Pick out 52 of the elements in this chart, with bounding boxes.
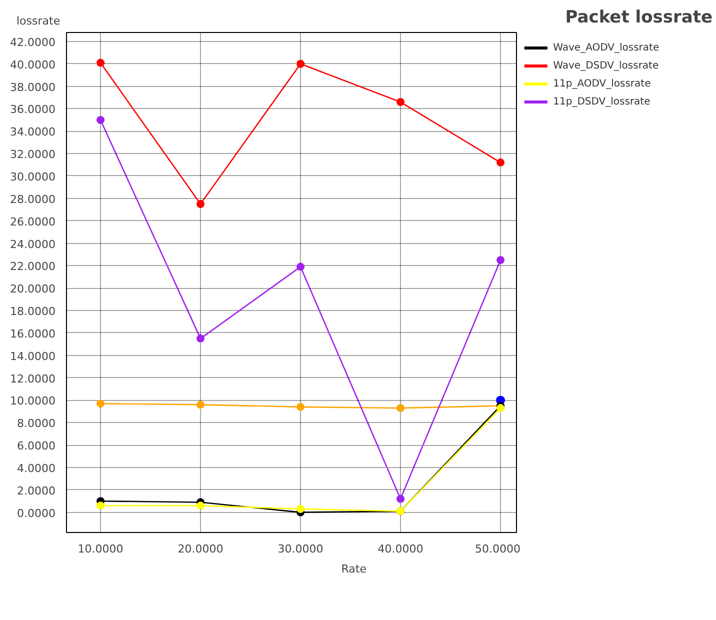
y-tick-label: 26.0000 [10,215,56,228]
legend-label: 11p_AODV_lossrate [553,78,651,90]
y-tick-label: 32.0000 [10,148,56,162]
y-tick-label: 28.0000 [10,192,56,206]
y-tick-label: 16.0000 [10,327,56,340]
x-tick-label: 10.0000 [78,542,124,556]
y-tick-label: 36.0000 [10,103,56,116]
y-tick-label: 38.0000 [10,80,56,94]
y-tick-label: 22.0000 [10,260,56,274]
point [496,256,504,264]
point [196,400,204,409]
point [496,158,504,167]
y-tick-label: 18.0000 [10,305,56,318]
point [196,502,204,510]
point [396,98,404,106]
y-tick-label: 30.0000 [10,170,56,184]
text: Packet lossrate [565,8,713,28]
point [396,494,404,503]
x-tick-label: 20.0000 [178,542,224,556]
point [96,502,104,510]
y-tick-label: 2.0000 [17,484,56,498]
x-tick-label: 40.0000 [378,542,424,556]
legend-label: Wave_AODV_lossrate [553,42,660,54]
point [296,262,304,271]
point [96,58,104,67]
legend-label: 11p_DSDV_lossrate [553,96,650,108]
point [396,404,404,412]
y-tick-label: 8.0000 [17,417,56,430]
point [96,116,104,124]
y-tick-label: 12.0000 [10,372,56,386]
y-tick-label: 4.0000 [17,462,56,475]
point [496,404,504,412]
y-tick-label: 40.0000 [10,58,56,72]
x-tick-label: 30.0000 [278,542,324,556]
x-tick-label: 50.0000 [475,542,521,556]
y-tick-label: 14.0000 [10,350,56,363]
legend-label: Wave_DSDV_lossrate [553,60,659,72]
x-axis-title: Rate [341,562,367,576]
point [196,200,204,208]
point [296,504,304,513]
y-tick-label: 34.0000 [10,126,56,139]
y-tick-label: 24.0000 [10,238,56,251]
point [196,334,204,343]
y-tick-label: 10.0000 [10,394,56,408]
point [96,400,104,408]
point [296,402,304,411]
y-axis-title: lossrate [16,14,60,28]
point [296,60,304,68]
y-tick-label: 20.0000 [10,282,56,296]
y-tick-label: 6.0000 [17,440,56,453]
y-tick-label: 0.0000 [17,506,56,520]
y-tick-label: 42.0000 [10,36,56,49]
